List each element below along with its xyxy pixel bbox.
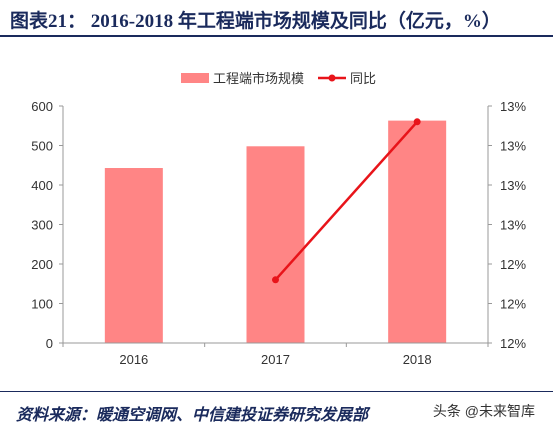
line-series-growth xyxy=(274,120,419,281)
y-left-tick-label: 600 xyxy=(31,99,53,114)
footer-divider xyxy=(0,391,553,392)
y-right-tick-label: 12% xyxy=(500,257,526,272)
bar-2018 xyxy=(388,120,447,343)
bar-2017 xyxy=(246,146,305,343)
x-tick-label: 2018 xyxy=(403,352,432,367)
y-left-tick-label: 200 xyxy=(31,257,53,272)
line-point-2018 xyxy=(413,118,421,126)
title-divider xyxy=(0,35,553,37)
y-right-tick-label: 13% xyxy=(500,99,526,114)
y-right-tick-label: 13% xyxy=(500,139,526,154)
y-left-tick-label: 400 xyxy=(31,178,53,193)
legend-label-bar: 工程端市场规模 xyxy=(213,71,304,86)
y-right-tick-label: 12% xyxy=(500,336,526,351)
y-right-tick-label: 12% xyxy=(500,297,526,312)
y-left-tick-label: 0 xyxy=(46,336,53,351)
bar-2016 xyxy=(104,168,163,343)
y-left-tick-label: 500 xyxy=(31,139,53,154)
line-point-2017 xyxy=(272,276,279,284)
y-right-tick-label: 13% xyxy=(500,178,526,193)
legend-marker-line xyxy=(328,74,336,82)
legend-swatch-bar xyxy=(181,73,209,83)
page-title: 图表21： 2016-2018 年工程端市场规模及同比（亿元，%） xyxy=(10,11,501,32)
y-left-tick-label: 300 xyxy=(31,218,53,233)
y-left-tick-label: 100 xyxy=(31,297,53,312)
watermark: 头条 @未来智库 xyxy=(432,403,535,419)
chart: 工程端市场规模 同比 0 100 200 300 400 500 600 12% 12% 12% 13%… xyxy=(31,71,526,367)
x-tick-label: 2016 xyxy=(119,352,148,367)
y-right-tick-label: 13% xyxy=(500,218,526,233)
source-note: 资料来源：暖通空调网、中信建投证券研究发展部 xyxy=(16,407,369,424)
x-tick-label: 2017 xyxy=(261,352,290,367)
legend-label-line: 同比 xyxy=(350,71,376,86)
